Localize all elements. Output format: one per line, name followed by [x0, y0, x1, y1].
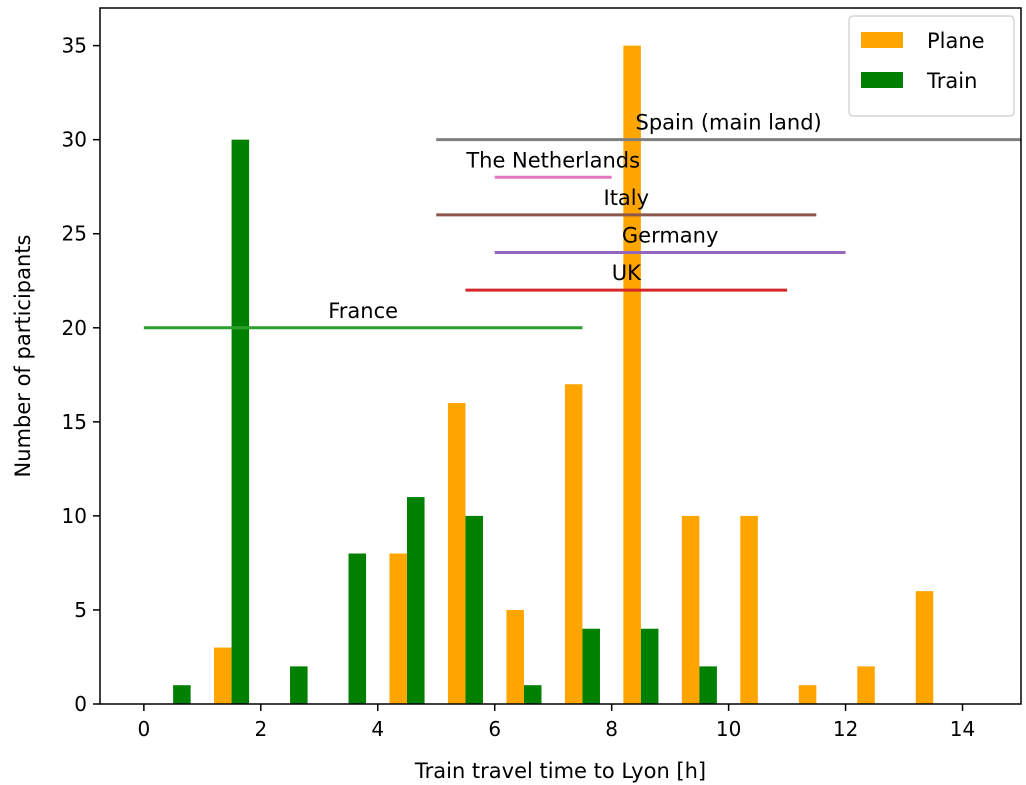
y-tick-label: 20	[62, 316, 87, 340]
y-tick-label: 15	[62, 410, 87, 434]
plane-bar	[389, 553, 407, 704]
y-axis: 0 5 10 15 20 25 30 35	[62, 34, 100, 716]
range-label: UK	[612, 261, 642, 285]
plane-bar	[564, 384, 583, 704]
y-tick-label: 5	[74, 598, 87, 622]
range-label: France	[328, 299, 398, 323]
legend-label: Train	[926, 69, 977, 93]
train-bar	[348, 553, 367, 704]
legend-swatch	[861, 32, 903, 48]
legend-swatch	[861, 72, 903, 88]
legend-label: Plane	[927, 29, 985, 53]
plane-bar	[506, 609, 524, 704]
plane-bar	[447, 403, 466, 704]
x-tick-label: 14	[950, 717, 975, 741]
range-label: The Netherlands	[465, 148, 640, 172]
range-label: Spain (main land)	[636, 111, 822, 135]
bars-layer	[173, 45, 934, 705]
y-tick-label: 30	[62, 128, 87, 152]
train-bar	[173, 685, 191, 704]
x-tick-label: 6	[488, 717, 501, 741]
plane-bar	[214, 647, 232, 704]
x-tick-label: 4	[371, 717, 384, 741]
x-axis-label: Train travel time to Lyon [h]	[414, 759, 706, 783]
y-tick-label: 10	[62, 504, 87, 528]
y-tick-label: 0	[74, 692, 87, 716]
plane-bar	[623, 45, 641, 704]
train-bar	[465, 515, 484, 704]
plane-bar	[681, 515, 700, 704]
plane-bar	[740, 515, 758, 704]
range-label: Italy	[604, 186, 650, 210]
x-tick-label: 2	[254, 717, 267, 741]
x-tick-label: 0	[137, 717, 150, 741]
train-bar	[523, 685, 542, 704]
legend: Plane Train	[848, 15, 1015, 117]
plot-frame	[99, 7, 1022, 705]
y-tick-label: 35	[62, 34, 87, 58]
plane-bar	[857, 666, 875, 704]
x-tick-label: 8	[605, 717, 618, 741]
plane-bar	[915, 591, 934, 704]
x-axis: 0 2 4 6 8 10 12 14	[137, 704, 975, 741]
plane-bar	[798, 685, 817, 704]
train-bar	[640, 628, 659, 704]
x-tick-label: 12	[833, 717, 858, 741]
train-bar	[231, 139, 250, 705]
y-tick-label: 25	[62, 222, 87, 246]
range-lines-layer: Spain (main land) The Netherlands Italy Ger…	[143, 111, 1021, 330]
train-bar	[290, 666, 308, 704]
range-label: Germany	[622, 224, 719, 248]
x-tick-label: 10	[716, 717, 741, 741]
train-bar	[699, 666, 717, 704]
y-axis-label: Number of participants	[11, 235, 35, 478]
train-bar	[582, 628, 600, 704]
train-bar	[407, 497, 425, 704]
